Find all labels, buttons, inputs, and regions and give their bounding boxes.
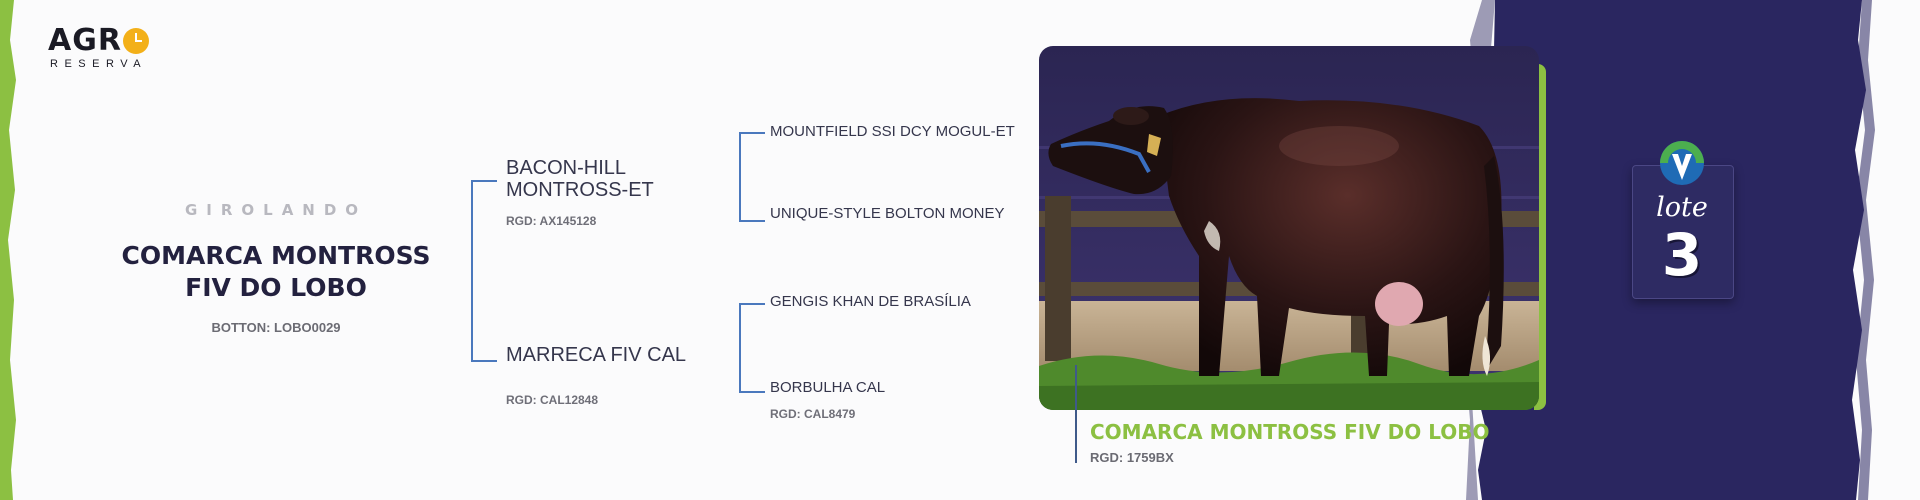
- dam-name[interactable]: MARRECA FIV CAL: [506, 344, 687, 366]
- animal-photo[interactable]: [1039, 46, 1539, 410]
- sire-bracket: [739, 132, 765, 222]
- dam-bracket: [739, 303, 765, 393]
- botton-code: BOTTON: LOBO0029: [211, 320, 341, 335]
- sire-sire-name[interactable]: MOUNTFIELD SSI DCY MOGUL-ET: [770, 123, 1015, 140]
- dam-dam-rgd: RGD: CAL8479: [770, 407, 856, 421]
- agro-reserva-logo[interactable]: AGR RESERVA: [48, 26, 149, 70]
- dam-rgd: RGD: CAL12848: [506, 393, 599, 407]
- sire-rgd: RGD: AX145128: [506, 214, 597, 228]
- logo-subtitle: RESERVA: [50, 58, 148, 70]
- breed-label: GIROLANDO: [184, 201, 368, 219]
- photo-animal-name: COMARCA MONTROSS FIV DO LOBO: [1090, 420, 1490, 444]
- lote-emblem-icon: [1660, 141, 1704, 185]
- clock-icon: [122, 28, 149, 54]
- animal-name: COMARCA MONTROSS FIV DO LOBO: [121, 241, 431, 302]
- dam-dam-name[interactable]: BORBULHA CAL: [770, 379, 886, 396]
- logo-wordmark: AGR: [48, 23, 122, 58]
- lote-number: 3: [1661, 221, 1703, 289]
- sire-dam-name[interactable]: UNIQUE-STYLE BOLTON MONEY: [770, 205, 1005, 222]
- cow-illustration: [1039, 46, 1539, 410]
- parents-bracket: [471, 180, 497, 362]
- left-green-brush: [0, 0, 16, 500]
- sire-name[interactable]: BACON-HILL MONTROSS-ET: [506, 157, 654, 201]
- photo-caption-line: [1075, 365, 1077, 463]
- photo-animal-rgd: RGD: 1759BX: [1090, 450, 1174, 465]
- lote-label: lote: [1656, 192, 1708, 223]
- dam-sire-name[interactable]: GENGIS KHAN DE BRASÍLIA: [770, 293, 971, 310]
